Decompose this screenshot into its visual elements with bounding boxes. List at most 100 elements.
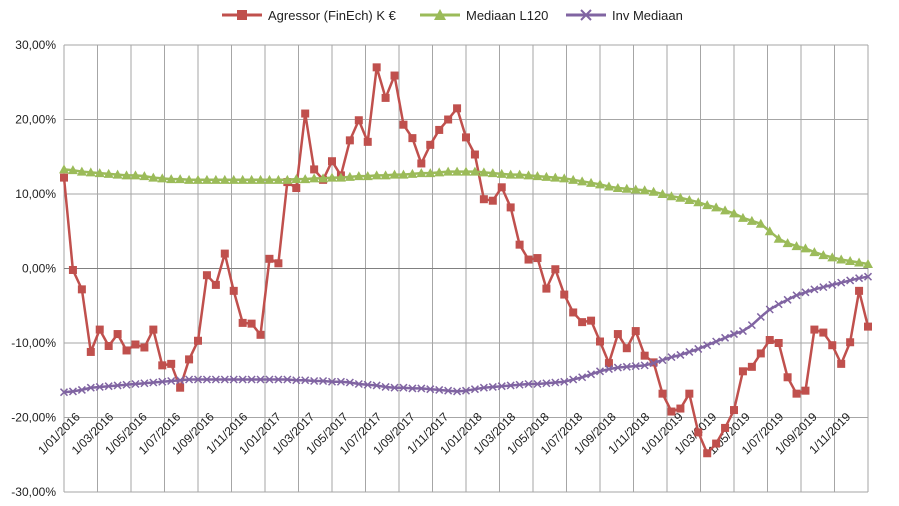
data-point-mediaan-l120: [541, 171, 552, 181]
data-point-agressor: [158, 361, 167, 370]
legend-item-agressor[interactable]: Agressor (FinEch) K €: [222, 8, 397, 23]
data-point-mediaan-l120: [603, 181, 614, 191]
data-point-agressor: [444, 115, 453, 124]
data-point-inv-mediaan: [256, 375, 265, 384]
data-point-agressor: [131, 340, 140, 349]
data-point-mediaan-l120: [782, 238, 793, 248]
data-point-agressor: [578, 318, 587, 327]
data-point-agressor: [435, 125, 444, 134]
data-point-inv-mediaan: [855, 274, 864, 283]
data-point-agressor: [140, 343, 149, 352]
data-point-inv-mediaan: [265, 375, 274, 384]
data-point-agressor: [738, 367, 747, 376]
data-point-inv-mediaan: [193, 375, 203, 384]
data-point-inv-mediaan: [470, 385, 479, 394]
data-point-mediaan-l120: [532, 171, 543, 181]
data-point-agressor: [68, 265, 77, 274]
data-point-agressor: [685, 389, 694, 398]
data-point-inv-mediaan: [131, 379, 140, 389]
data-point-inv-mediaan: [712, 337, 721, 346]
data-point-inv-mediaan: [408, 384, 417, 393]
data-point-agressor: [488, 196, 497, 205]
data-point-inv-mediaan: [587, 370, 596, 379]
data-point-inv-mediaan: [756, 312, 765, 321]
data-point-mediaan-l120: [746, 215, 757, 225]
data-point-inv-mediaan: [613, 363, 622, 372]
data-point-inv-mediaan: [372, 381, 381, 390]
data-point-inv-mediaan: [167, 376, 176, 386]
data-point-agressor: [345, 136, 354, 145]
data-point-mediaan-l120: [612, 183, 623, 193]
data-point-inv-mediaan: [176, 376, 185, 385]
y-tick-label: 10,00%: [15, 187, 56, 201]
data-point-agressor: [453, 104, 462, 113]
data-point-mediaan-l120: [362, 171, 373, 181]
data-point-agressor: [676, 404, 685, 413]
data-point-mediaan-l120: [76, 166, 87, 176]
data-point-inv-mediaan: [542, 379, 551, 388]
data-point-mediaan-l120: [577, 176, 588, 186]
data-point-agressor: [864, 322, 872, 331]
data-point-inv-mediaan: [533, 379, 542, 389]
data-point-agressor: [631, 327, 640, 336]
legend-label-mediaan-l120: Mediaan L120: [466, 8, 548, 23]
data-point-mediaan-l120: [407, 168, 418, 178]
data-point-inv-mediaan: [488, 382, 497, 391]
data-point-inv-mediaan: [595, 367, 605, 376]
data-point-mediaan-l120: [648, 186, 659, 196]
data-point-inv-mediaan: [292, 376, 301, 385]
data-point-inv-mediaan: [345, 378, 354, 387]
data-point-agressor: [765, 336, 774, 345]
data-point-mediaan-l120: [255, 174, 266, 184]
data-point-inv-mediaan: [283, 375, 292, 384]
data-point-agressor: [292, 184, 301, 193]
data-point-mediaan-l120: [505, 169, 516, 179]
data-point-mediaan-l120: [568, 174, 579, 184]
data-point-mediaan-l120: [121, 170, 132, 180]
data-point-inv-mediaan: [77, 385, 86, 394]
data-point-mediaan-l120: [496, 168, 507, 178]
data-point-agressor: [238, 318, 247, 327]
data-point-agressor: [122, 346, 131, 355]
data-point-agressor: [426, 140, 435, 149]
data-point-inv-mediaan: [747, 321, 756, 330]
data-point-agressor: [77, 285, 86, 294]
data-point-inv-mediaan: [765, 305, 774, 314]
data-point-agressor: [542, 284, 551, 293]
data-point-agressor: [185, 355, 194, 364]
y-tick-label: -20,00%: [11, 411, 56, 425]
data-point-mediaan-l120: [666, 191, 677, 201]
data-point-mediaan-l120: [353, 171, 364, 181]
data-point-agressor: [274, 259, 283, 268]
data-point-inv-mediaan: [435, 385, 444, 394]
data-point-mediaan-l120: [425, 168, 436, 178]
data-point-mediaan-l120: [550, 172, 561, 182]
data-point-mediaan-l120: [630, 184, 641, 194]
data-point-agressor: [837, 359, 846, 368]
data-point-agressor: [846, 338, 855, 347]
data-point-agressor: [113, 330, 122, 339]
data-point-mediaan-l120: [755, 218, 766, 228]
data-point-agressor: [399, 120, 408, 129]
plot-area: -30,00% -20,00% -10,00% 0,00% 10,00% 20,00% 30…: [11, 38, 873, 499]
legend-item-inv-mediaan[interactable]: Inv Mediaan: [566, 8, 683, 23]
data-point-mediaan-l120: [469, 166, 480, 176]
data-point-agressor: [756, 349, 765, 358]
legend: Agressor (FinEch) K € Mediaan L120 Inv M…: [222, 8, 683, 23]
data-point-inv-mediaan: [417, 384, 426, 393]
legend-item-mediaan-l120[interactable]: Mediaan L120: [420, 8, 548, 23]
data-point-inv-mediaan: [703, 341, 712, 350]
data-point-mediaan-l120: [729, 208, 739, 218]
data-point-inv-mediaan: [560, 377, 569, 386]
data-point-mediaan-l120: [702, 200, 713, 210]
data-point-agressor: [202, 271, 211, 280]
data-point-inv-mediaan: [792, 291, 801, 300]
data-point-inv-mediaan: [497, 382, 506, 391]
data-point-mediaan-l120: [845, 256, 856, 266]
data-point-inv-mediaan: [238, 375, 247, 384]
data-point-inv-mediaan: [738, 327, 747, 336]
data-point-agressor: [828, 341, 837, 350]
data-point-inv-mediaan: [658, 356, 667, 365]
data-point-mediaan-l120: [148, 172, 159, 182]
